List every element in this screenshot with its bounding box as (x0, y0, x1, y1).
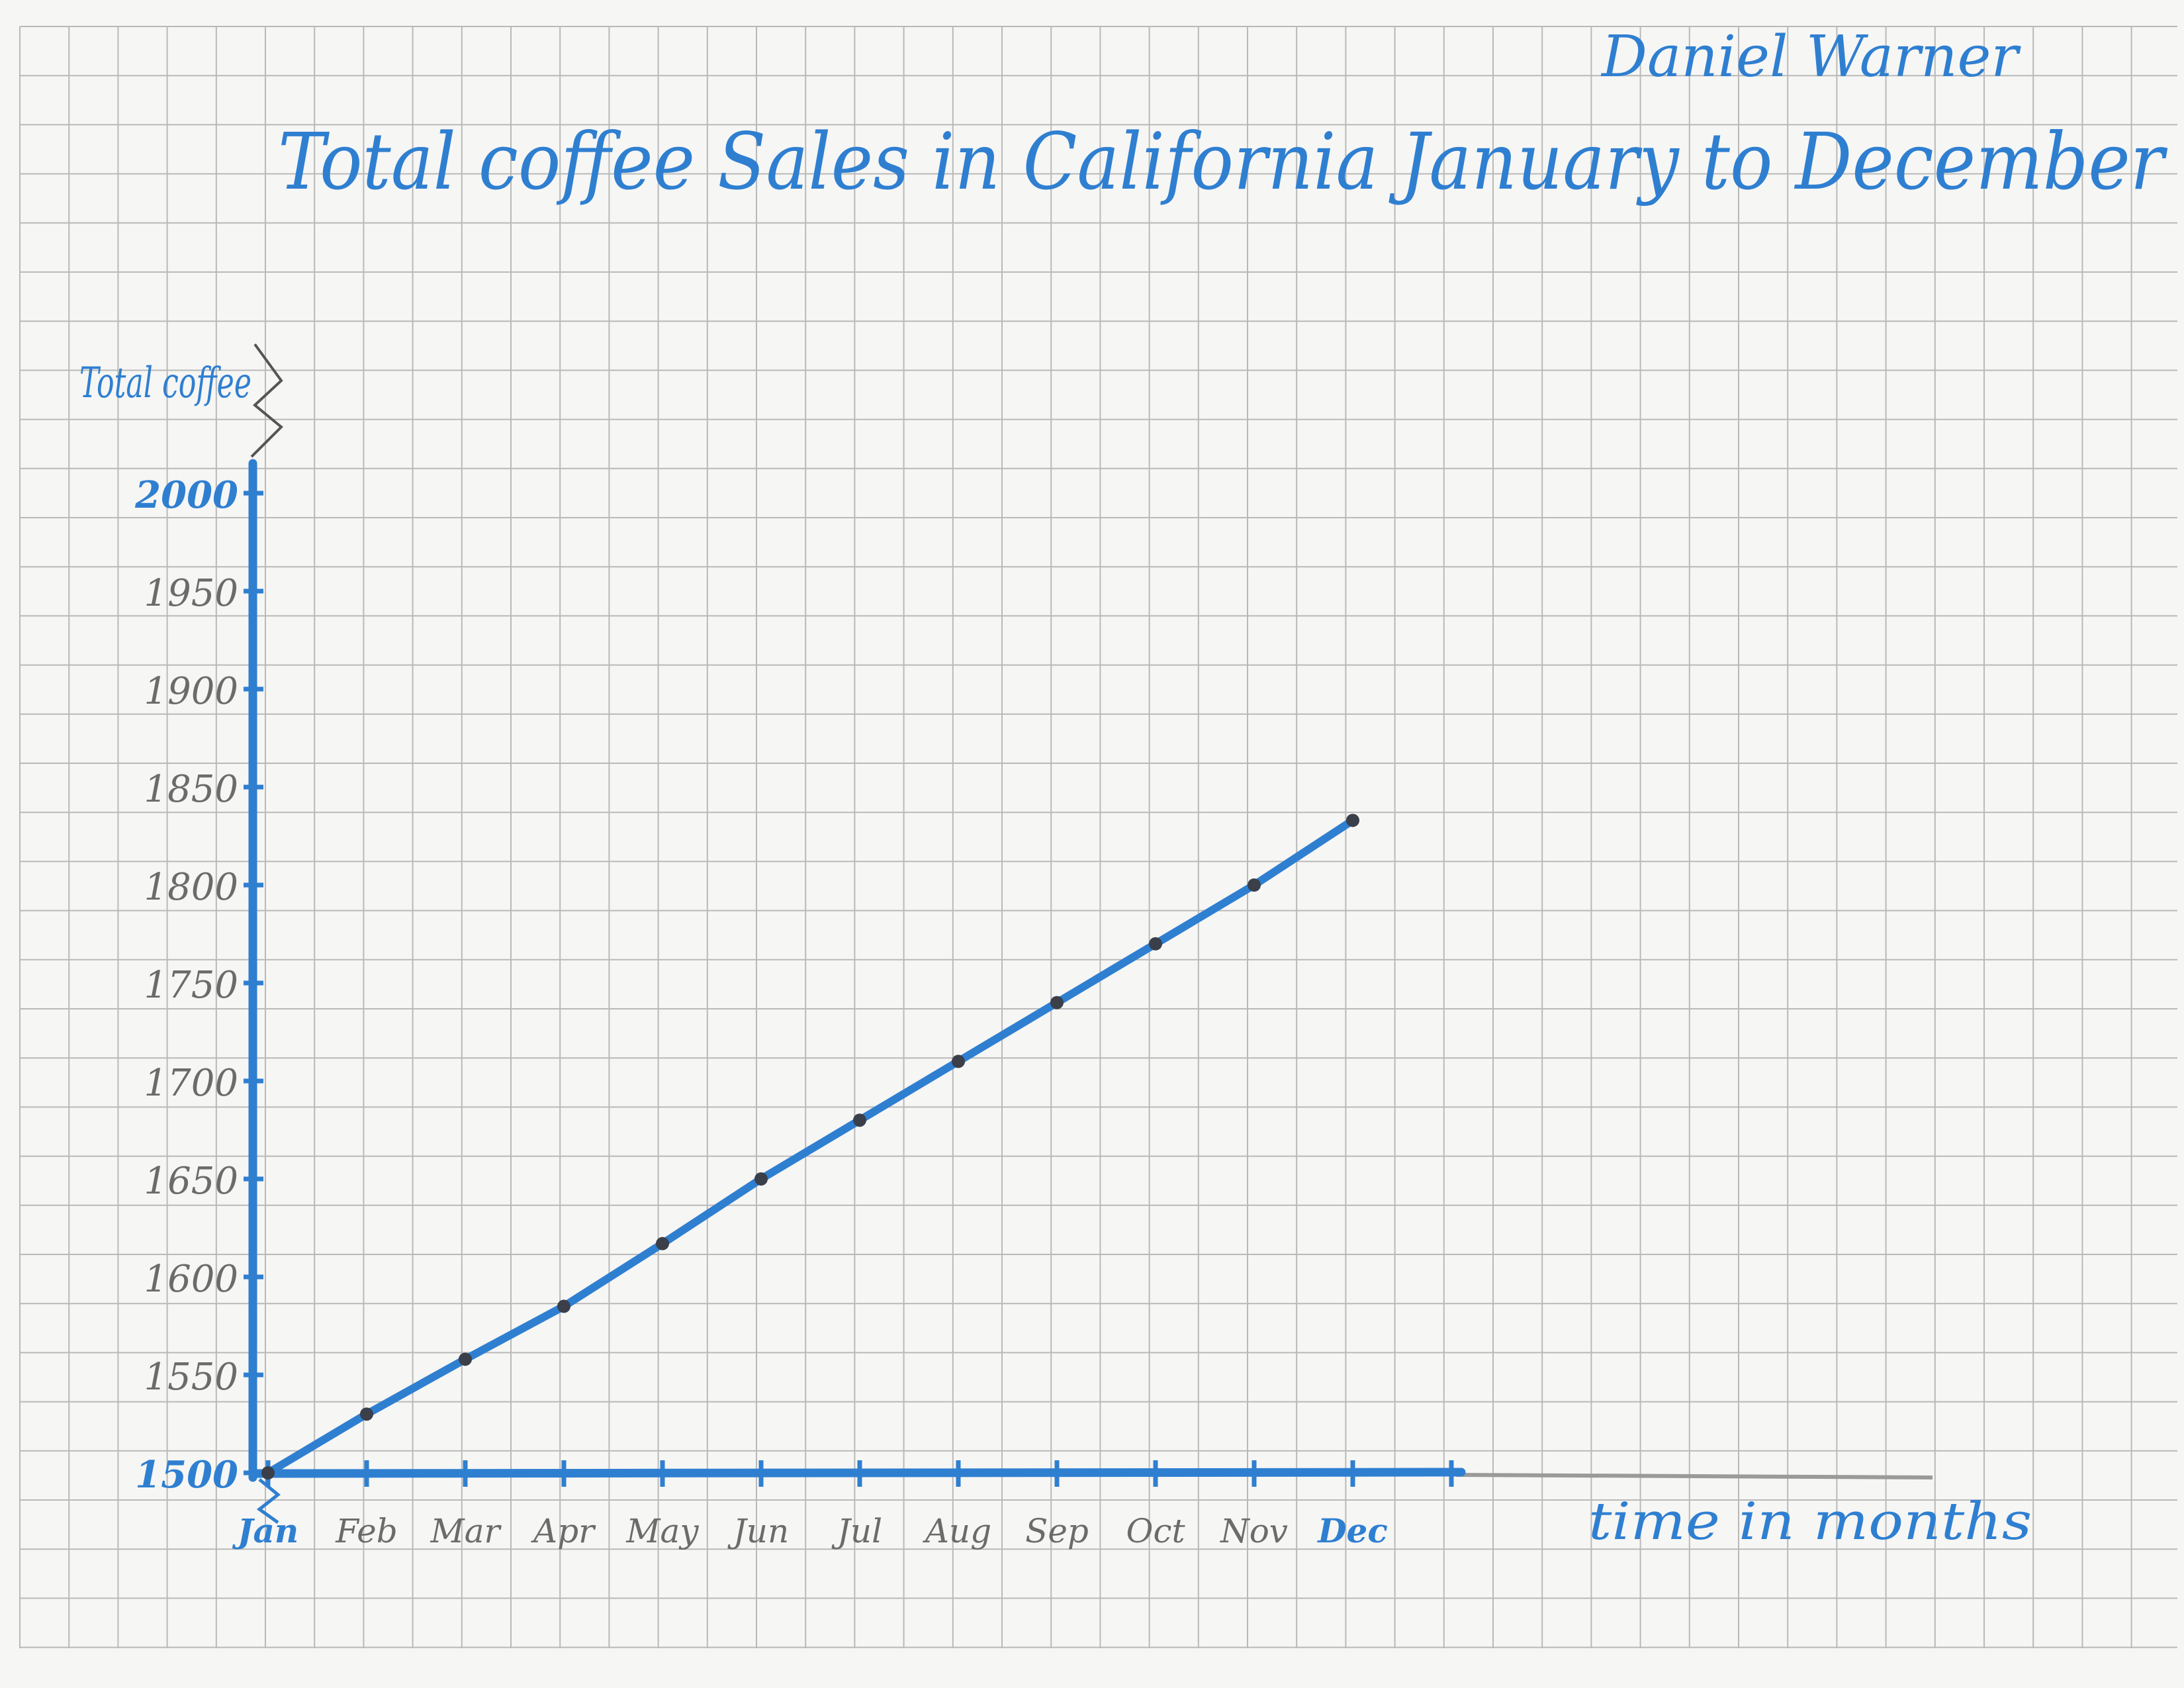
x-tick-label: Dec (1316, 1511, 1388, 1550)
x-tick-label: Feb (335, 1512, 398, 1550)
data-point (656, 1237, 669, 1250)
y-tick-label: 1600 (144, 1258, 238, 1301)
axes (248, 459, 1466, 1482)
y-axis-break-mark (250, 343, 283, 458)
data-point (1346, 814, 1359, 827)
data-point (952, 1055, 965, 1068)
x-tick-label: Sep (1025, 1512, 1089, 1550)
data-point (360, 1407, 373, 1421)
x-tick-label: Jan (232, 1511, 298, 1550)
x-tick-label: Jun (727, 1512, 789, 1550)
x-axis-line (248, 1468, 1466, 1478)
y-tick-label: 1500 (135, 1453, 238, 1497)
data-point (754, 1172, 768, 1186)
y-tick-label: 1850 (144, 768, 238, 811)
x-tick-label: Aug (923, 1512, 991, 1550)
y-tick-label: 1950 (144, 572, 238, 615)
grid-lines (19, 26, 2177, 1648)
y-tick-label: 1900 (144, 670, 238, 713)
x-axis-break-mark (256, 1478, 281, 1524)
chart-title: Total coffee Sales in California January… (278, 116, 2168, 207)
data-point (853, 1113, 866, 1127)
data-point (1248, 878, 1261, 892)
data-point (557, 1299, 570, 1313)
y-axis-label: Total coffee (79, 359, 251, 408)
data-point (1050, 996, 1064, 1009)
x-tick-label: Apr (531, 1512, 596, 1550)
y-tick-label: 1650 (144, 1160, 238, 1203)
data-point (459, 1352, 472, 1366)
data-point (1149, 937, 1162, 951)
x-tick-label: Nov (1220, 1512, 1288, 1550)
y-axis-ticks: 1500 1550 1600 1650 1700 1750 1800 1850 1900 1950… (134, 473, 263, 1497)
pencil-guide-line (1455, 1473, 1933, 1479)
author-signature: Daniel Warner (1600, 24, 2021, 90)
series-layer (261, 814, 1359, 1479)
y-tick-label: 1700 (144, 1062, 238, 1105)
x-tick-label: Jul (831, 1512, 882, 1550)
y-tick-label: 1800 (144, 866, 238, 909)
x-axis-label: time in months (1588, 1492, 2032, 1552)
x-tick-label: Oct (1126, 1512, 1185, 1550)
x-tick-label: May (625, 1512, 699, 1550)
y-tick-label: 2000 (134, 473, 238, 517)
data-point (261, 1466, 275, 1479)
y-tick-label: 1550 (144, 1356, 238, 1399)
x-tick-label: Mar (430, 1512, 502, 1550)
y-tick-label: 1750 (144, 964, 238, 1007)
x-axis-ticks: Jan Feb Mar Apr May Jun Jul Aug Sep Oct Nov Dec (232, 1460, 1454, 1550)
series-line (264, 816, 1357, 1477)
